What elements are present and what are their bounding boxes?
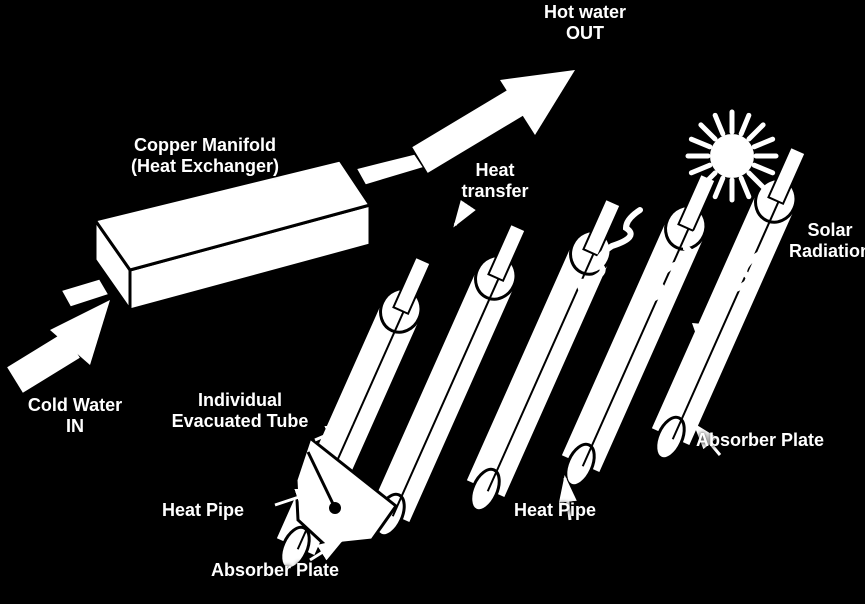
- diagram-canvas: [0, 0, 865, 604]
